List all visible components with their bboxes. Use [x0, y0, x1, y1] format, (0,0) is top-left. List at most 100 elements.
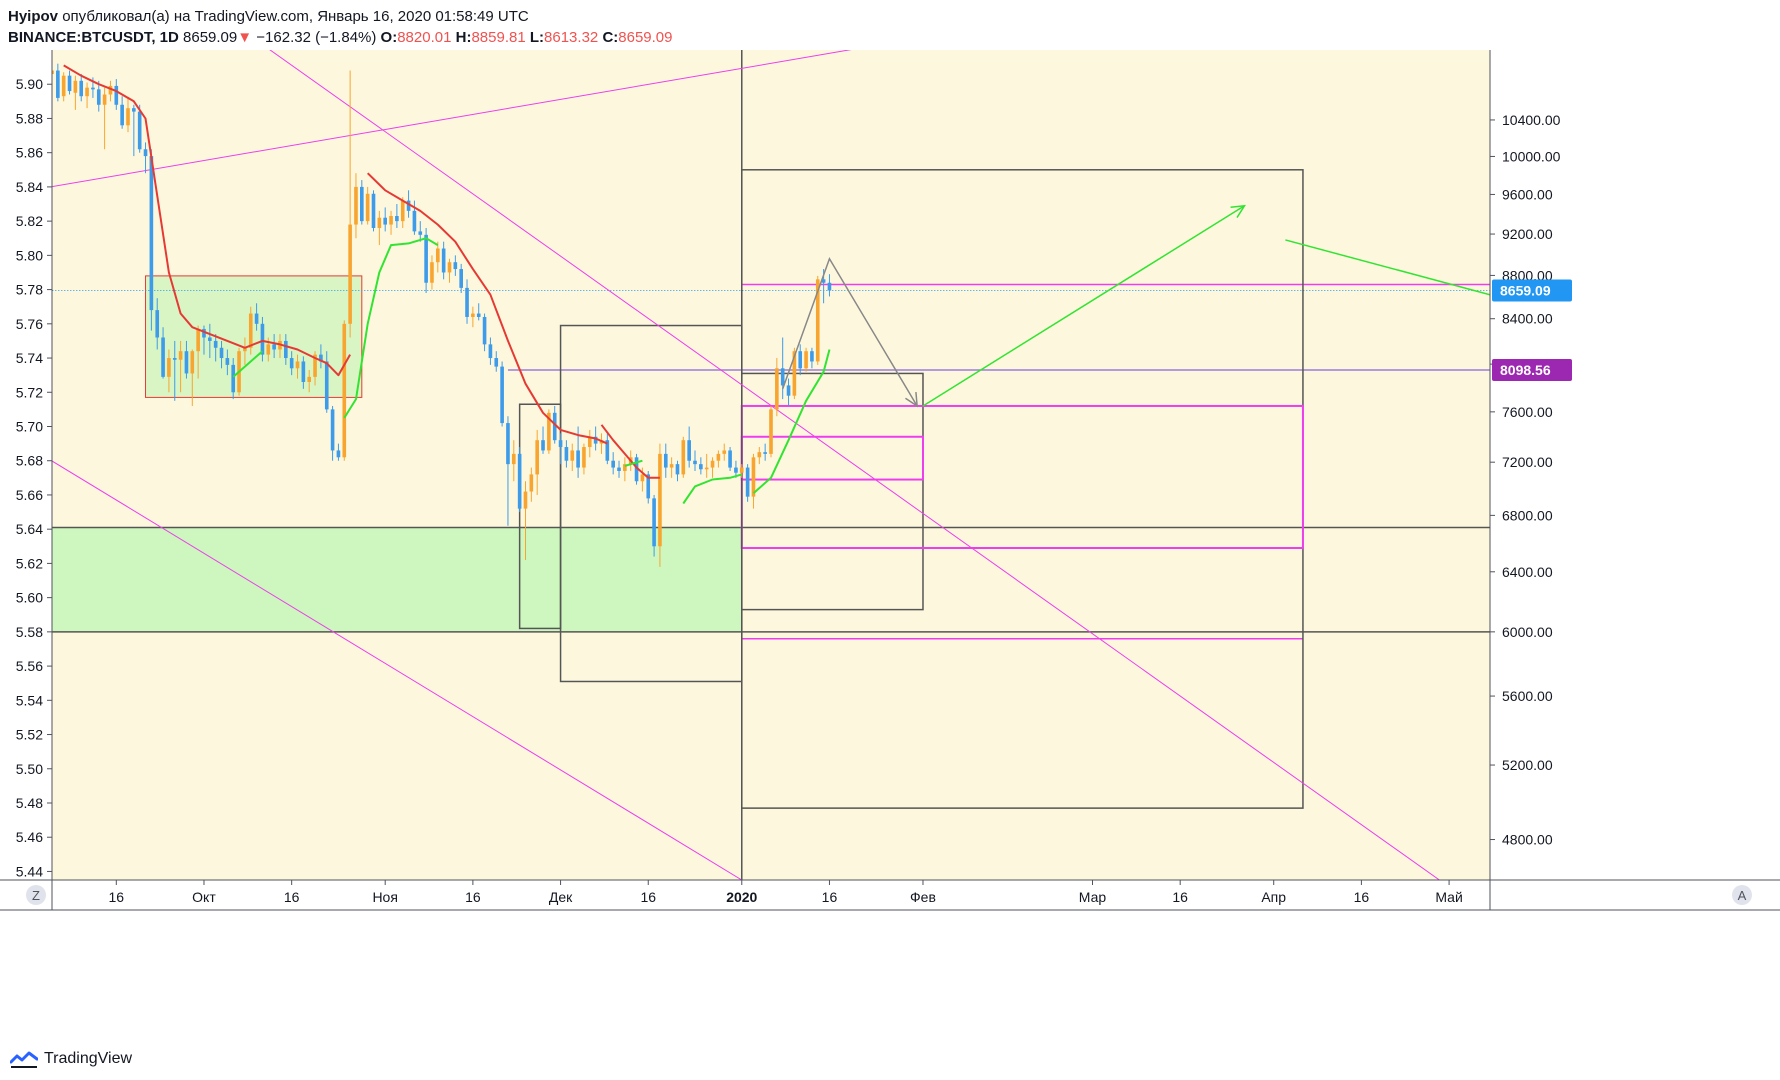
left-tick-label: 5.74 — [16, 350, 43, 366]
candle — [377, 210, 382, 246]
right-axis-mode-button[interactable]: A — [1732, 885, 1752, 905]
candle-body — [272, 344, 276, 350]
candle — [161, 327, 165, 379]
candle-body — [687, 440, 691, 461]
tradingview-logo[interactable]: TradingView — [10, 1050, 132, 1068]
trendline-1 — [269, 50, 1441, 880]
candle — [254, 303, 259, 331]
candle — [646, 470, 651, 504]
candle — [687, 426, 691, 468]
candle — [348, 70, 352, 338]
candle-body — [319, 354, 323, 362]
candle — [804, 347, 808, 372]
candle — [260, 316, 265, 362]
candle — [605, 433, 610, 465]
candle-body — [354, 186, 358, 225]
right-axis-mode-bg — [1732, 885, 1752, 905]
candle — [658, 443, 662, 567]
candle-body — [348, 224, 352, 324]
time-tick-label: 2020 — [726, 889, 757, 905]
price-tag-label-1: 8098.56 — [1500, 362, 1551, 378]
left-tick-label: 5.64 — [16, 521, 43, 537]
candle-body — [669, 464, 674, 468]
candle-body — [552, 412, 557, 441]
right-tick-label: 7200.00 — [1502, 454, 1553, 470]
right-axis-background — [1490, 50, 1780, 910]
left-tick-label: 5.82 — [16, 213, 43, 229]
candle-body — [482, 316, 487, 345]
candle-body — [710, 460, 715, 468]
candle — [745, 464, 750, 502]
candle — [52, 63, 54, 93]
candle-body — [558, 440, 563, 448]
time-tick-label: Фев — [910, 889, 936, 905]
candle — [395, 204, 399, 228]
author-name[interactable]: Hyipov — [8, 8, 59, 25]
candle — [301, 356, 306, 389]
plot-area — [52, 50, 1490, 880]
candle-body — [254, 313, 259, 324]
candle — [85, 82, 89, 109]
left-tick-label: 5.68 — [16, 453, 43, 469]
candle-body — [424, 234, 428, 283]
candle — [126, 97, 130, 133]
candle — [330, 405, 335, 461]
ema-red-line — [63, 64, 351, 377]
candle-body — [301, 361, 306, 382]
candle — [219, 340, 224, 369]
symbol-label[interactable]: BINANCE:BTCUSDT, 1D — [8, 29, 179, 46]
time-tick-label: 16 — [822, 889, 838, 905]
high-label: H: — [455, 29, 472, 46]
candle-body — [716, 453, 721, 461]
candle — [313, 351, 317, 386]
ema-green-2-line — [343, 237, 439, 419]
candle — [342, 320, 347, 461]
candle-body — [699, 464, 703, 470]
time-tick-label: 16 — [1172, 889, 1188, 905]
candle-body — [313, 354, 317, 377]
arrow-0 — [781, 257, 918, 407]
left-tick-label: 5.72 — [16, 384, 43, 400]
candle-body — [336, 450, 341, 458]
candle — [102, 87, 107, 150]
candle-body — [184, 351, 189, 374]
candle — [149, 149, 154, 331]
ema-green-4-line — [682, 473, 743, 505]
candle — [336, 443, 341, 461]
candle-body — [167, 358, 171, 377]
arrow-head-1 — [1230, 204, 1246, 218]
ema-green-line — [232, 350, 264, 378]
left-axis-mode-button[interactable]: Z — [26, 885, 46, 905]
candle-body — [91, 87, 95, 90]
candle-body — [634, 457, 639, 482]
time-tick-label: 16 — [640, 889, 656, 905]
price-chart[interactable]: 5.90 5.88 5.86 5.84 5.82 5.80 5.78 5.76 5.74 5.72… — [0, 50, 1780, 1040]
candle — [96, 80, 101, 112]
candle-body — [430, 262, 434, 283]
candle — [430, 255, 434, 290]
candle — [617, 460, 621, 478]
left-tick-label: 5.66 — [16, 487, 43, 503]
candle — [611, 452, 615, 475]
candle-body — [126, 108, 130, 126]
right-tick-label: 10400.00 — [1502, 112, 1561, 128]
candle — [178, 340, 183, 393]
candle-body — [52, 70, 54, 74]
candle — [547, 409, 551, 454]
open-label: O: — [380, 29, 398, 46]
plot-background — [52, 50, 1490, 880]
candle-body — [96, 89, 101, 105]
candle — [324, 351, 329, 413]
left-axis-mode-bg — [26, 885, 46, 905]
candle — [529, 467, 534, 502]
candle — [213, 334, 218, 362]
candle-body — [102, 94, 107, 105]
candle — [120, 96, 124, 129]
candle-body — [576, 450, 580, 468]
candle — [471, 306, 475, 328]
left-tick-label: 5.76 — [16, 316, 43, 332]
candle-body — [441, 248, 446, 273]
candle-body — [728, 450, 732, 468]
time-tick-label: Апр — [1261, 889, 1286, 905]
candle-body — [213, 340, 218, 348]
